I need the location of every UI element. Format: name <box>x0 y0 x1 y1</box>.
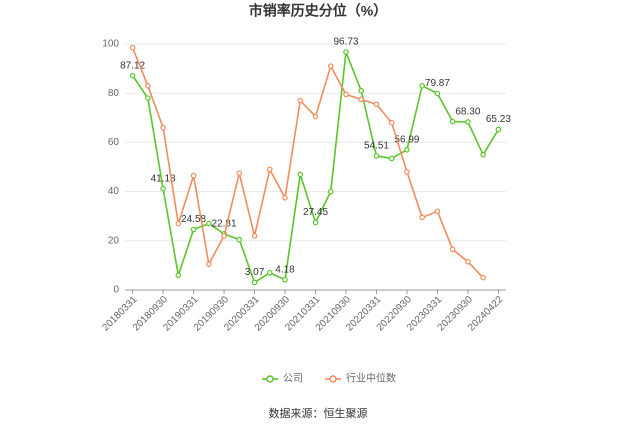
point <box>282 276 288 283</box>
legend-label: 公司 <box>283 374 303 385</box>
point <box>327 63 334 69</box>
point <box>190 226 197 233</box>
y-tick-label: 80 <box>108 88 120 99</box>
point <box>434 90 441 97</box>
point <box>388 119 395 126</box>
point <box>129 44 136 51</box>
point <box>129 72 136 79</box>
point <box>449 118 456 125</box>
point <box>312 219 319 226</box>
point <box>251 279 258 286</box>
data-label: 65.23 <box>486 114 511 125</box>
point <box>282 194 288 201</box>
point <box>480 274 486 281</box>
legend-label: 行业中位数 <box>346 372 396 385</box>
point <box>465 119 471 125</box>
y-tick-label: 60 <box>108 137 120 148</box>
point <box>495 126 502 133</box>
point <box>236 236 243 243</box>
point <box>190 172 197 179</box>
point <box>343 91 349 98</box>
point <box>312 113 319 120</box>
point <box>434 208 441 215</box>
source: 数据来源：恒生聚源 <box>269 406 368 420</box>
point <box>236 170 243 176</box>
data-label: 27.45 <box>303 207 328 218</box>
point <box>145 95 151 101</box>
point <box>251 233 258 239</box>
point <box>206 261 212 267</box>
data-label: 41.18 <box>151 173 176 184</box>
point <box>480 151 486 158</box>
point <box>297 97 304 104</box>
data-label: 96.73 <box>333 37 358 48</box>
point <box>419 83 425 89</box>
data-label: 79.87 <box>425 78 450 89</box>
point <box>145 83 151 89</box>
data-label: 54.51 <box>364 141 389 152</box>
data-label: 87.12 <box>120 60 145 71</box>
point <box>266 269 273 276</box>
point <box>465 258 471 265</box>
legend-marker <box>266 375 274 383</box>
data-label: 4.18 <box>275 264 295 275</box>
point <box>160 185 166 192</box>
data-label: 24.58 <box>181 214 206 225</box>
point <box>160 124 166 131</box>
point <box>297 171 304 178</box>
point <box>419 214 425 221</box>
data-label: 22.81 <box>212 219 237 230</box>
point <box>373 153 380 159</box>
point <box>449 246 456 253</box>
point <box>175 220 182 227</box>
point <box>358 87 365 94</box>
data-label: 56.99 <box>394 134 419 145</box>
y-tick-label: 0 <box>113 285 119 296</box>
point <box>206 220 212 227</box>
point <box>373 101 380 108</box>
point <box>358 96 365 103</box>
data-label: 68.30 <box>455 107 480 118</box>
chart-title: 市销率历史分位（%） <box>249 3 387 19</box>
point <box>404 169 410 175</box>
point <box>327 188 334 195</box>
point <box>343 49 349 55</box>
y-tick-label: 20 <box>108 235 120 246</box>
y-tick-label: 40 <box>108 186 120 197</box>
point <box>266 166 273 173</box>
point <box>388 155 395 162</box>
data-label: 3.07 <box>245 267 265 278</box>
point <box>175 272 182 279</box>
point <box>221 233 227 239</box>
point <box>404 147 410 153</box>
legend-marker <box>329 375 337 383</box>
y-tick-label: 100 <box>102 39 119 50</box>
